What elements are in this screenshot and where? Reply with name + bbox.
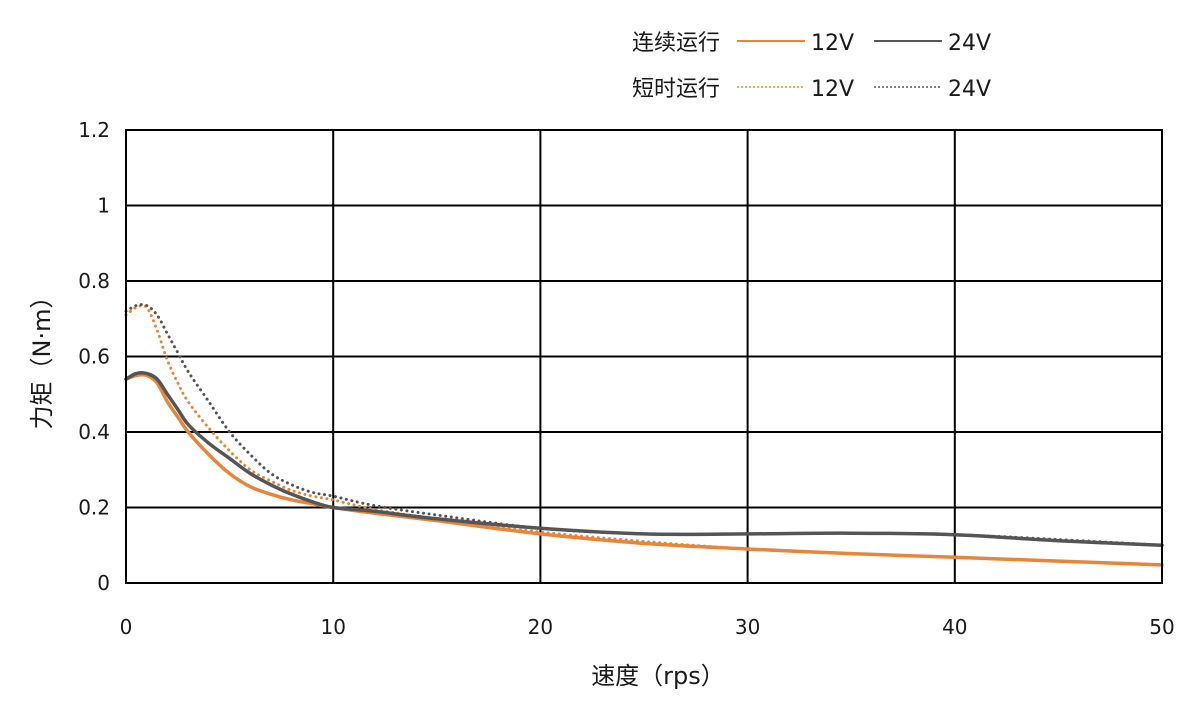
y-tick-labels: 0 0.2 0.4 0.6 0.8 1 1.2	[78, 118, 110, 595]
legend-label-short-time-24v: 24V	[948, 77, 991, 102]
y-tick-label: 0.2	[78, 496, 110, 520]
x-axis-title: 速度（rps）	[591, 662, 725, 690]
x-tick-labels: 0 10 20 30 40 50	[120, 615, 1175, 639]
x-tick-label: 20	[528, 615, 553, 639]
x-tick-label: 40	[942, 615, 967, 639]
plot-frame	[125, 129, 1163, 584]
series-layer	[124, 303, 1164, 567]
x-tick-label: 50	[1149, 615, 1174, 639]
series-line-continuous-24v	[124, 371, 1164, 548]
x-tick-label: 10	[320, 615, 345, 639]
legend-group-label-continuous: 连续运行	[632, 31, 720, 56]
y-tick-label: 0.6	[78, 345, 110, 369]
series-line-continuous-12v	[124, 372, 1164, 567]
x-tick-label: 0	[120, 615, 133, 639]
y-tick-label: 1.2	[78, 118, 110, 142]
y-axis-title: 力矩（N·m）	[28, 285, 56, 430]
legend-label-short-time-12v: 12V	[811, 77, 854, 102]
y-tick-label: 0.8	[78, 269, 110, 293]
legend-label-continuous-24v: 24V	[948, 31, 991, 56]
y-tick-label: 0.4	[78, 420, 110, 444]
y-tick-label: 1	[97, 194, 110, 218]
legend: 连续运行 短时运行 12V 24V 12V 24V	[632, 31, 991, 102]
x-tick-label: 30	[735, 615, 760, 639]
legend-label-continuous-12v: 12V	[811, 31, 854, 56]
legend-group-label-short-time: 短时运行	[632, 77, 720, 102]
y-tick-label: 0	[97, 571, 110, 595]
